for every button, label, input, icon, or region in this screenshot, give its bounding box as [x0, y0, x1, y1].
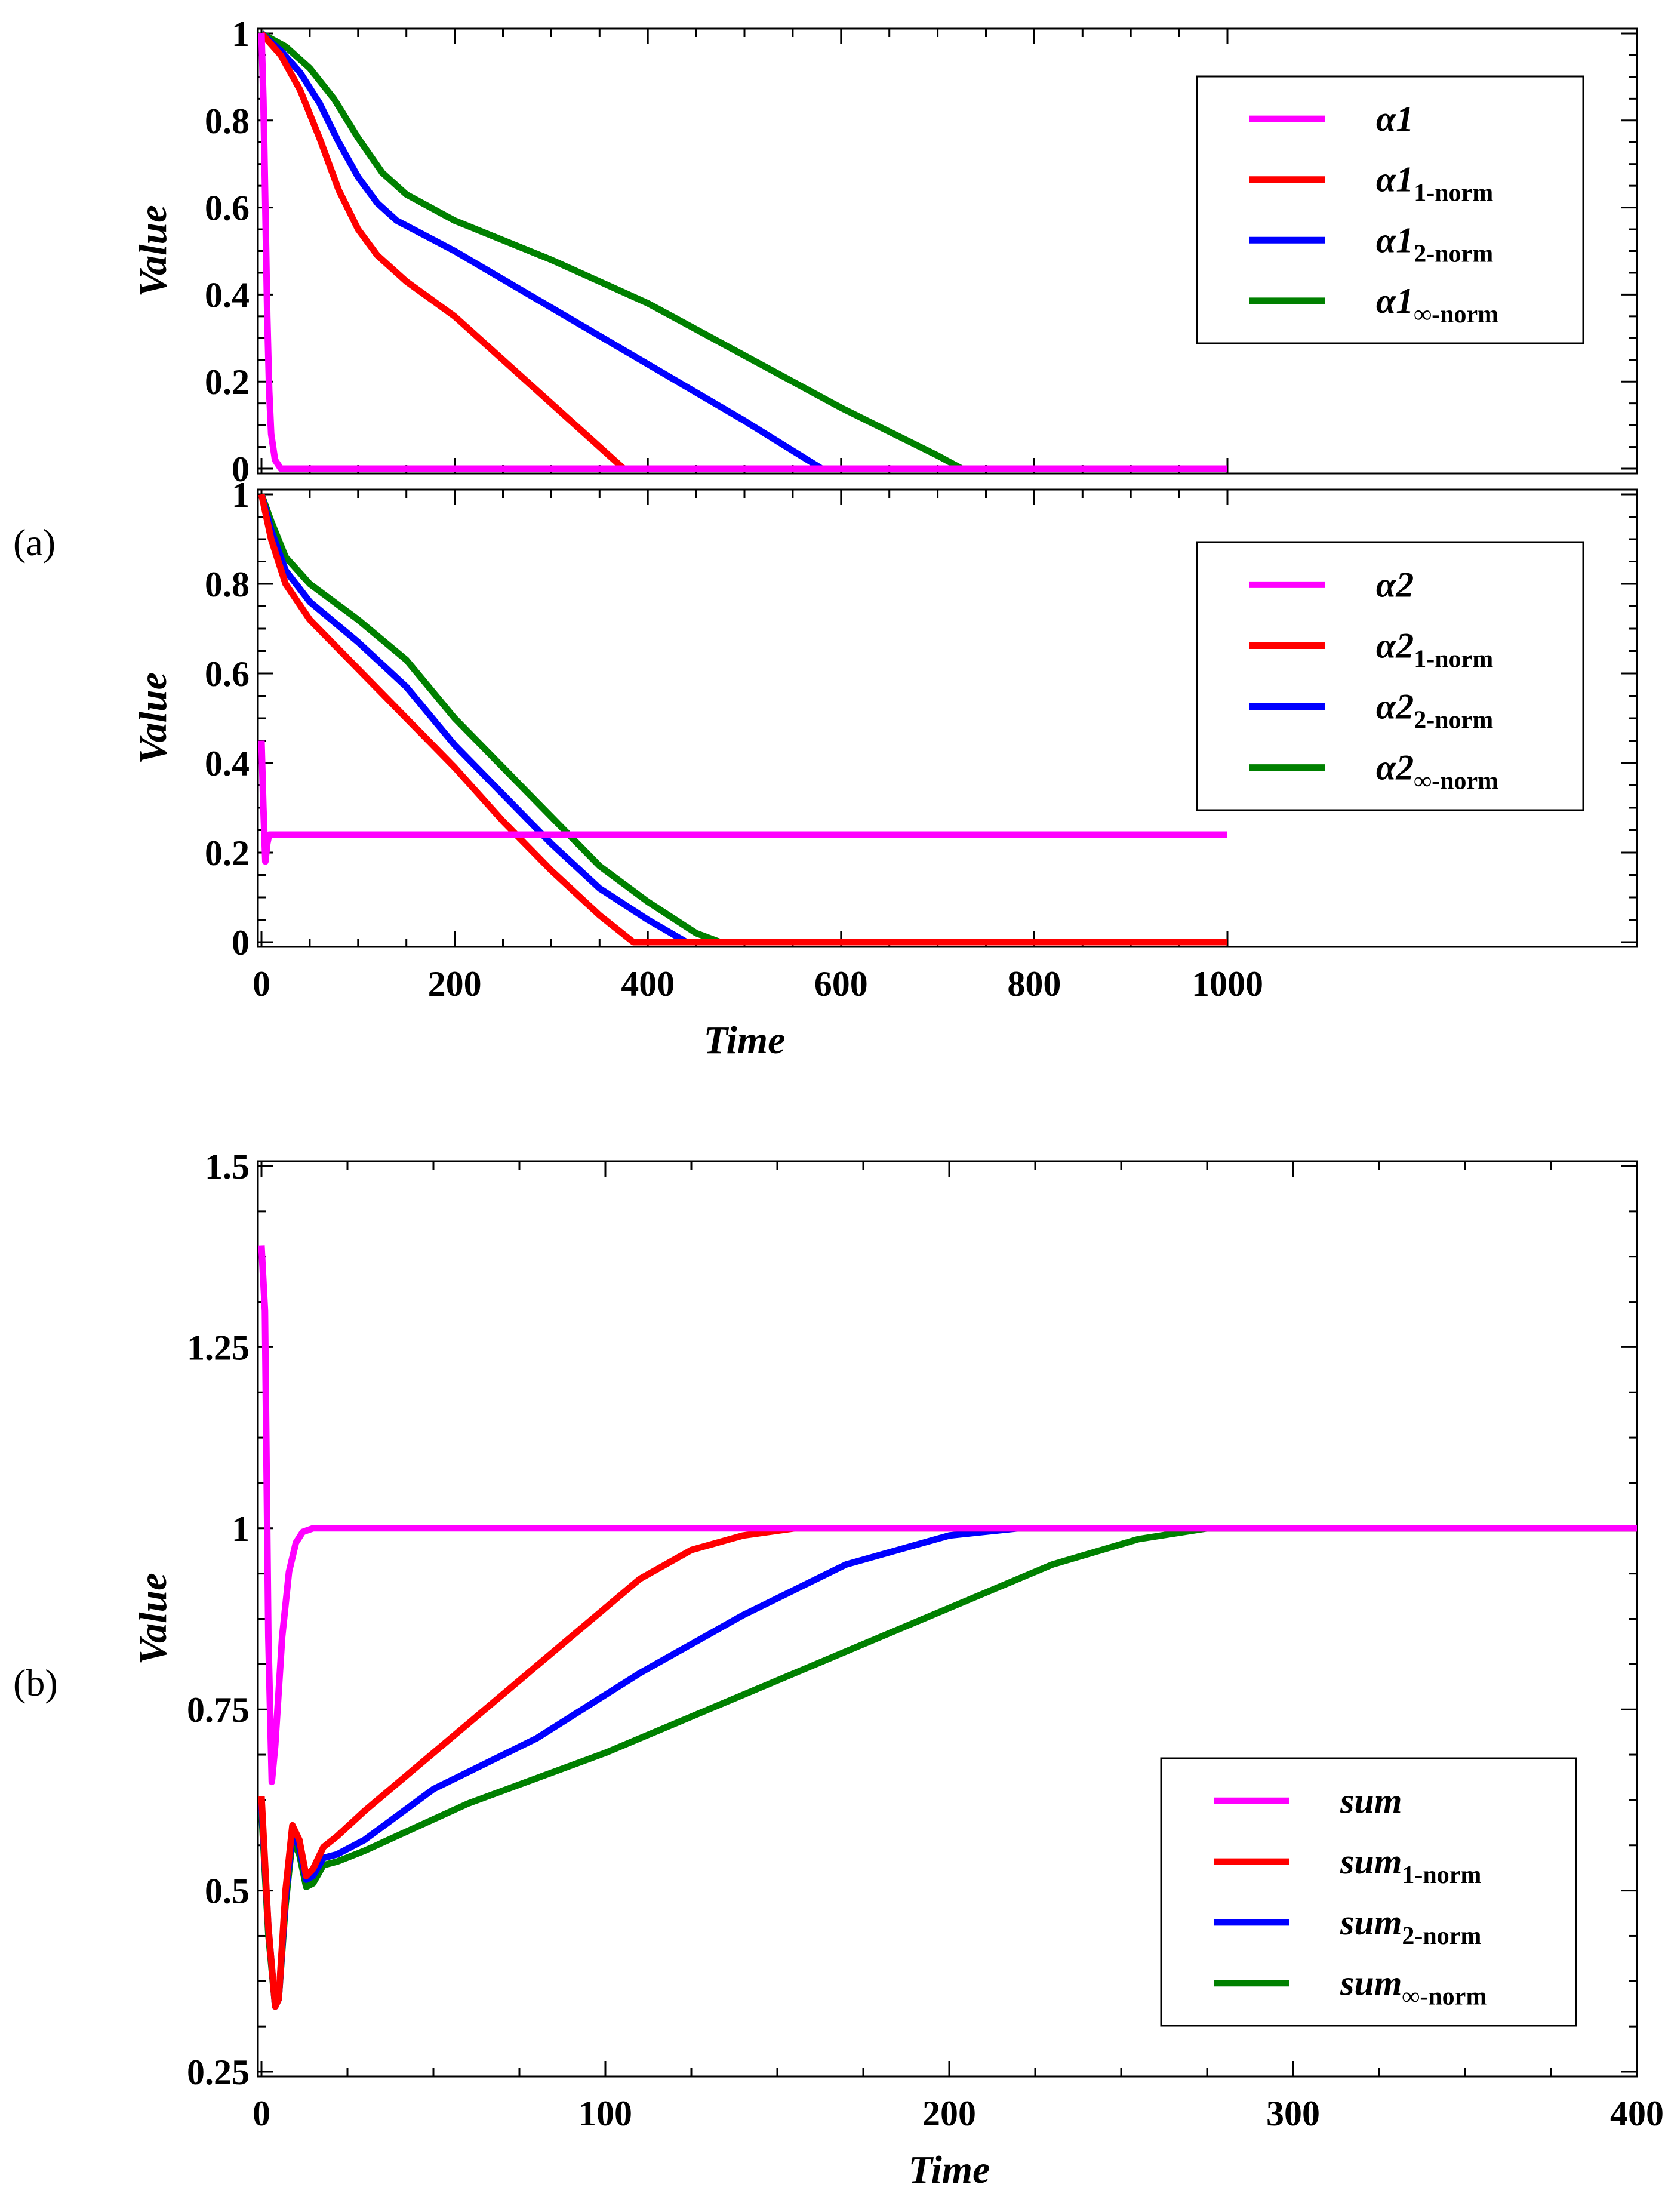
- series-line: [258, 740, 1227, 865]
- legend-entry: sum1-norm: [1340, 1842, 1481, 1889]
- y-tick-label: 0: [232, 450, 250, 489]
- series-line: [258, 493, 1227, 946]
- y-tick-label: 0.4: [205, 275, 250, 315]
- y-tick-label: 0.2: [205, 362, 250, 402]
- x-tick-label: 0: [253, 2094, 270, 2133]
- legend-entry: sum∞-norm: [1340, 1964, 1487, 2011]
- y-axis-title: Value: [131, 205, 175, 297]
- series-line: [260, 30, 1227, 472]
- legend-entry: α1∞-norm: [1376, 281, 1498, 328]
- y-tick-label: 0.2: [205, 833, 250, 873]
- legend-entry: sum: [1340, 1781, 1402, 1820]
- y-tick-label: 1.25: [187, 1328, 250, 1367]
- legend-entry: α1: [1376, 99, 1414, 139]
- y-tick-label: 0.6: [205, 654, 250, 694]
- y-tick-label: 0.75: [187, 1690, 250, 1730]
- series-line: [258, 493, 1227, 946]
- y-tick-label: 0.8: [205, 565, 250, 604]
- x-tick-label: 800: [1007, 964, 1061, 1004]
- legend-entry: α21-norm: [1376, 626, 1493, 673]
- y-tick-label: 0: [232, 923, 250, 962]
- y-tick-label: 1.5: [205, 1147, 250, 1186]
- x-tick-label: 400: [621, 964, 675, 1004]
- series-line: [258, 1245, 1637, 1786]
- legend-entry: α12-norm: [1376, 220, 1493, 267]
- panel-b-label: (b): [13, 1662, 58, 1704]
- y-tick-label: 0.8: [205, 101, 250, 141]
- chart-panel-b: 0.25 0.5 0.75 1 1.25 1.5 0 100 200 300 400 Value Tim…: [131, 1147, 1664, 2192]
- series-line: [258, 33, 1227, 472]
- legend-entry: α22-norm: [1376, 687, 1493, 734]
- series-line: [259, 30, 1227, 472]
- series-line: [258, 31, 1227, 472]
- x-tick-label: 100: [578, 2094, 632, 2133]
- y-axis-title: Value: [131, 672, 175, 764]
- legend-entry: α2: [1376, 565, 1414, 604]
- x-tick-label: 1000: [1192, 964, 1263, 1004]
- x-tick-label: 200: [922, 2094, 976, 2133]
- series-line: [258, 1525, 1637, 2010]
- x-axis-title: Time: [909, 2148, 990, 2192]
- y-axis-title: Value: [131, 1573, 175, 1665]
- panel-a-label: (a): [13, 521, 56, 564]
- x-tick-label: 400: [1610, 2094, 1664, 2133]
- legend-entry: sum2-norm: [1340, 1903, 1481, 1950]
- y-tick-label: 0.25: [187, 2053, 250, 2092]
- x-axis-title: Time: [704, 1019, 786, 1062]
- y-tick-label: 0.4: [205, 744, 250, 783]
- chart-panel-a1: 0 0.2 0.4 0.6 0.8 1 Value α1 α11-norm α12-norm α1∞…: [131, 14, 1638, 489]
- legend-entry: α11-norm: [1376, 160, 1493, 207]
- x-tick-label: 300: [1266, 2094, 1320, 2133]
- legend-entry: α2∞-norm: [1376, 748, 1498, 795]
- y-tick-label: 0.6: [205, 189, 250, 228]
- series-line: [258, 493, 1227, 946]
- y-tick-label: 1: [232, 475, 250, 515]
- x-tick-label: 0: [253, 964, 270, 1004]
- x-tick-label: 600: [814, 964, 868, 1004]
- y-tick-label: 1: [232, 14, 250, 54]
- y-tick-label: 0.5: [205, 1872, 250, 1911]
- chart-panel-a2: 0 0.2 0.4 0.6 0.8 1 0 200 400 600 800 1000 Value Time…: [131, 475, 1638, 1062]
- x-tick-label: 200: [428, 964, 482, 1004]
- y-tick-label: 1: [232, 1509, 250, 1549]
